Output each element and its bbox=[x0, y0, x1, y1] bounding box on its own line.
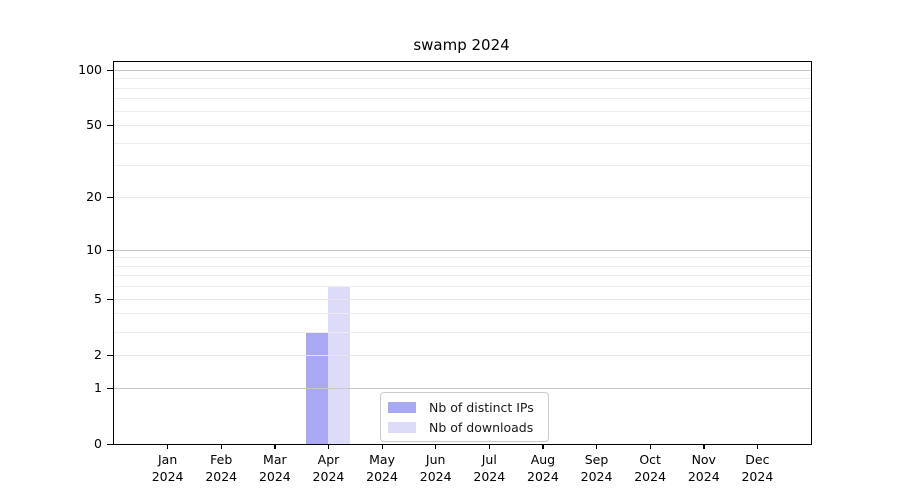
x-tick-label-line: 2024 bbox=[205, 469, 238, 484]
y-tick-label: 20 bbox=[86, 189, 102, 205]
x-tick-label-line: 2024 bbox=[580, 469, 613, 484]
x-tick-label-line: Jun bbox=[425, 452, 446, 467]
x-axis-tick bbox=[274, 444, 276, 449]
x-tick-label: Oct 2024 bbox=[618, 451, 682, 485]
x-tick-label-line: Feb bbox=[210, 452, 233, 467]
legend-swatch-distinct-ips bbox=[388, 401, 416, 413]
x-tick-label-line: Dec bbox=[745, 452, 770, 467]
legend-item-distinct-ips: Nb of distinct IPs bbox=[388, 398, 540, 416]
x-axis-tick bbox=[435, 444, 437, 449]
x-tick-label: Aug 2024 bbox=[511, 451, 575, 485]
minor-gridline bbox=[114, 275, 811, 277]
major-gridline bbox=[114, 249, 811, 251]
minor-gridline bbox=[114, 331, 811, 333]
x-axis-tick bbox=[167, 444, 169, 449]
x-tick-label: Apr 2024 bbox=[296, 451, 360, 485]
minor-gridline bbox=[114, 110, 811, 112]
major-gridline bbox=[114, 69, 811, 71]
x-tick-label-line: Aug bbox=[530, 452, 556, 467]
x-tick-label-line: 2024 bbox=[741, 469, 774, 484]
minor-gridline bbox=[114, 78, 811, 80]
x-axis-tick bbox=[327, 444, 330, 449]
minor-gridline bbox=[114, 313, 811, 315]
minor-gridline bbox=[114, 87, 811, 89]
x-tick-label-line: 2024 bbox=[527, 469, 559, 484]
x-tick-label-line: 2024 bbox=[634, 469, 667, 484]
x-tick-label-line: 2024 bbox=[473, 469, 506, 484]
chart-title: swamp 2024 bbox=[413, 36, 510, 54]
x-tick-label-line: Jul bbox=[481, 452, 497, 467]
x-tick-label: Nov 2024 bbox=[672, 451, 736, 485]
x-axis-tick bbox=[220, 444, 223, 449]
x-tick-label-line: May bbox=[369, 452, 395, 467]
y-axis-tick bbox=[107, 444, 114, 446]
x-axis-tick bbox=[756, 444, 759, 449]
x-tick-label-line: Sep bbox=[584, 452, 609, 467]
x-tick-label-line: Mar bbox=[263, 452, 287, 467]
major-gridline bbox=[114, 387, 811, 389]
legend-label-distinct-ips: Nb of distinct IPs bbox=[429, 399, 534, 415]
x-tick-label: Jul 2024 bbox=[457, 451, 521, 485]
minor-gridline bbox=[114, 286, 811, 288]
plot-area: Nb of distinct IPs Nb of downloads 0 1 2 5 1… bbox=[78, 61, 812, 484]
y-tick-label: 1 bbox=[94, 379, 102, 395]
x-tick-label-line: Jan bbox=[157, 452, 178, 467]
x-tick-label: Sep 2024 bbox=[565, 451, 629, 485]
x-tick-label-line: 2024 bbox=[258, 469, 291, 484]
bar-downloads bbox=[328, 286, 351, 444]
x-tick-label: Jun 2024 bbox=[404, 451, 468, 485]
minor-gridline bbox=[114, 257, 811, 259]
y-tick-label: 100 bbox=[78, 61, 102, 77]
x-tick-label: Jan 2024 bbox=[136, 451, 200, 485]
y-tick-label: 2 bbox=[94, 346, 102, 362]
x-tick-label: Feb 2024 bbox=[189, 451, 253, 485]
y-axis-tick bbox=[107, 354, 114, 357]
y-tick-label: 50 bbox=[86, 117, 102, 133]
y-tick-label: 5 bbox=[94, 290, 102, 306]
x-axis-tick bbox=[703, 444, 705, 449]
y-axis-tick bbox=[107, 125, 114, 127]
major-gridline bbox=[114, 354, 811, 356]
minor-gridline bbox=[114, 98, 811, 100]
y-tick-label: 0 bbox=[94, 436, 102, 451]
x-tick-label-line: Nov bbox=[691, 452, 716, 467]
x-axis-tick bbox=[381, 444, 383, 449]
minor-gridline bbox=[114, 165, 811, 167]
x-axis-tick bbox=[649, 444, 651, 449]
y-tick-label: 10 bbox=[86, 241, 102, 257]
legend-item-downloads: Nb of downloads bbox=[388, 418, 540, 436]
x-tick-label-line: Apr bbox=[317, 452, 340, 467]
y-axis-tick bbox=[107, 298, 114, 300]
y-axis-tick bbox=[107, 197, 114, 199]
x-axis-tick bbox=[542, 444, 544, 449]
major-gridline bbox=[114, 197, 811, 199]
legend: Nb of distinct IPs Nb of downloads bbox=[380, 392, 549, 442]
x-tick-label-line: 2024 bbox=[366, 469, 398, 484]
major-gridline bbox=[114, 298, 811, 300]
legend-swatch-downloads bbox=[388, 421, 416, 433]
minor-gridline bbox=[114, 265, 811, 267]
minor-gridline bbox=[114, 142, 811, 144]
major-gridline bbox=[114, 125, 811, 127]
x-tick-label-line: 2024 bbox=[151, 469, 184, 484]
y-axis-tick bbox=[107, 387, 114, 390]
x-tick-label-line: 2024 bbox=[312, 469, 345, 484]
x-tick-label-line: 2024 bbox=[419, 469, 452, 484]
x-tick-label: Mar 2024 bbox=[243, 451, 307, 485]
x-axis-tick bbox=[488, 444, 491, 449]
y-axis-tick bbox=[107, 249, 114, 251]
x-tick-label: Dec 2024 bbox=[725, 451, 789, 485]
x-tick-label-line: Oct bbox=[639, 452, 661, 467]
x-axis-tick bbox=[596, 444, 598, 449]
x-tick-label: May 2024 bbox=[350, 451, 414, 485]
legend-label-downloads: Nb of downloads bbox=[429, 419, 534, 435]
y-axis-tick bbox=[107, 69, 114, 71]
x-tick-label-line: 2024 bbox=[687, 469, 720, 484]
